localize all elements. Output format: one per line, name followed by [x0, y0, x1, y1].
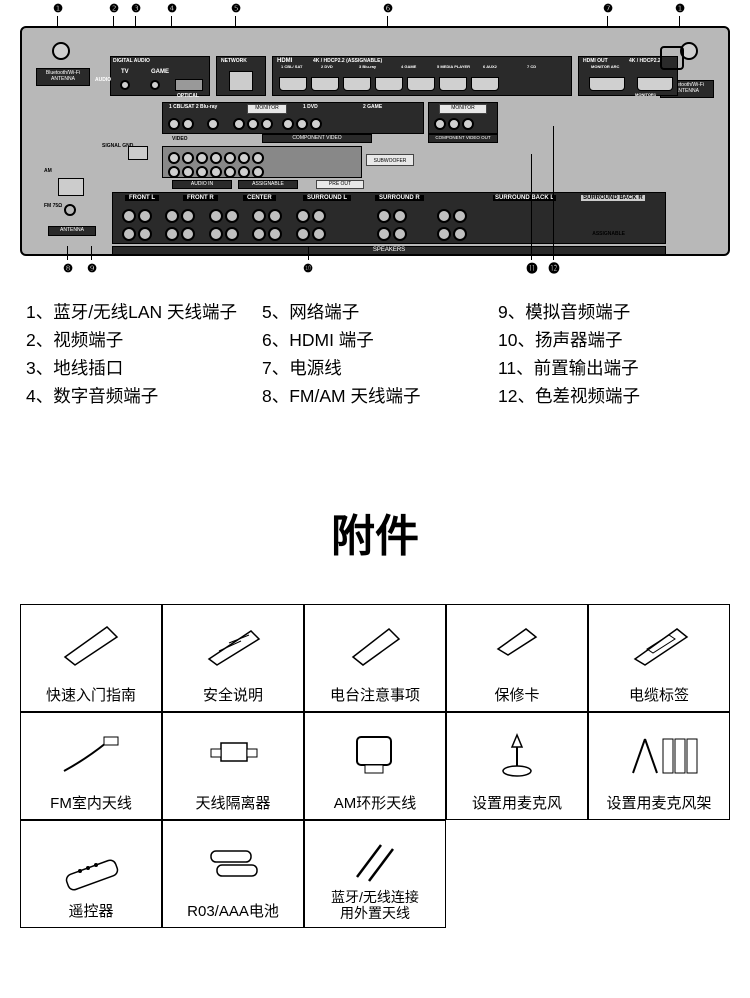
remote-icon: [56, 837, 126, 891]
legend-col-2: 5、网络端子 6、HDMI 端子 7、电源线 8、FM/AM 天线端子: [262, 298, 488, 410]
legend-item: 10、扬声器端子: [498, 326, 724, 354]
legend-col-1: 1、蓝牙/无线LAN 天线端子 2、视频端子 3、地线插口 4、数字音频端子: [26, 298, 252, 410]
legend-item: 11、前置输出端子: [498, 354, 724, 382]
bt-wifi-antenna-left: [52, 42, 70, 60]
microphone-icon: [492, 729, 542, 785]
signal-gnd: SIGNAL GND: [128, 146, 148, 160]
acc-am-loop: AM环形天线: [304, 712, 446, 820]
battery-icon: [201, 837, 265, 881]
callout-5-top: ❺: [228, 0, 244, 16]
callout-2-top: ❷: [106, 0, 122, 16]
callout-8-bot: ❽: [60, 260, 76, 276]
legend-item: 8、FM/AM 天线端子: [262, 382, 488, 410]
acc-fm-antenna: FM室内天线: [20, 712, 162, 820]
legend-item: 4、数字音频端子: [26, 382, 252, 410]
booklet-icon: [201, 621, 265, 667]
acc-antenna-isolator: 天线隔离器: [162, 712, 304, 820]
callout-7-top: ❼: [600, 0, 616, 16]
acc-batteries: R03/AAA电池: [162, 820, 304, 928]
acc-radio-notes: 电台注意事项: [304, 604, 446, 712]
callout-11-bot: ⓫: [524, 260, 540, 276]
accessories-row: FM室内天线 天线隔离器 AM环形天线 设置用麦克风 设置用麦克风架: [20, 712, 730, 820]
legend-item: 12、色差视频端子: [498, 382, 724, 410]
panel-box: Bluetooth/Wi-Fi ANTENNA Bluetooth/Wi-Fi …: [20, 26, 730, 256]
mic-stand-icon: [619, 729, 699, 781]
audio-in-block: [162, 146, 362, 178]
acc-warranty: 保修卡: [446, 604, 588, 712]
acc-remote: 遥控器: [20, 820, 162, 928]
sheet-icon: [343, 621, 407, 667]
callout-9-bot: ❾: [84, 260, 100, 276]
acc-quick-start: 快速入门指南: [20, 604, 162, 712]
adapter-icon: [203, 729, 263, 773]
accessories-row: 快速入门指南 安全说明 电台注意事项 保修卡 电缆标签: [20, 604, 730, 712]
antenna-left-label: Bluetooth/Wi-Fi ANTENNA: [36, 68, 90, 86]
hdmi-block: HDMI 4K / HDCP2.2 (ASSIGNABLE) 1 CBL/ SA…: [272, 56, 572, 96]
legend-item: 5、网络端子: [262, 298, 488, 326]
fm-antenna-icon: [56, 729, 126, 779]
fm-am-block: AM FM 75Ω: [58, 178, 84, 216]
acc-safety: 安全说明: [162, 604, 304, 712]
label-sheet-icon: [627, 621, 691, 667]
legend-item: 3、地线插口: [26, 354, 252, 382]
acc-setup-mic: 设置用麦克风: [446, 712, 588, 820]
callout-12-bot: ⓬: [546, 260, 562, 276]
document-icon: [59, 621, 123, 667]
callout-1-top-r: ❶: [672, 0, 688, 16]
callout-1-top: ❶: [50, 0, 66, 16]
network-block: NETWORK: [216, 56, 266, 96]
rod-antenna-icon: [345, 837, 405, 887]
callout-10-bot: ❿: [300, 260, 316, 276]
acc-ext-antenna: 蓝牙/无线连接 用外置天线: [304, 820, 446, 928]
legend-item: 7、电源线: [262, 354, 488, 382]
legend-item: 2、视频端子: [26, 326, 252, 354]
loop-antenna-icon: [345, 729, 405, 779]
legend-item: 6、HDMI 端子: [262, 326, 488, 354]
accessories-title: 附件: [0, 500, 750, 564]
component-out-block: MONITOR: [428, 102, 498, 134]
card-icon: [492, 621, 542, 661]
legend-item: 1、蓝牙/无线LAN 天线端子: [26, 298, 252, 326]
legend-item: 9、模拟音频端子: [498, 298, 724, 326]
legend-col-3: 9、模拟音频端子 10、扬声器端子 11、前置输出端子 12、色差视频端子: [498, 298, 724, 410]
speakers-block: FRONT L FRONT R CENTER SURROUND L SURROU…: [112, 192, 666, 244]
digital-audio-block: DIGITAL AUDIO TV GAME OPTICAL AUDIO: [110, 56, 210, 96]
callout-legend: 1、蓝牙/无线LAN 天线端子 2、视频端子 3、地线插口 4、数字音频端子 5…: [0, 280, 750, 410]
accessories-grid: 快速入门指南 安全说明 电台注意事项 保修卡 电缆标签 FM室内天线 天线隔离器: [20, 604, 730, 928]
acc-mic-stand: 设置用麦克风架: [588, 712, 730, 820]
acc-cable-labels: 电缆标签: [588, 604, 730, 712]
callout-4-top: ❹: [164, 0, 180, 16]
video-block: 1 CBL/SAT 2 Blu-ray MONITOR 1 DVD 2 GAME: [162, 102, 424, 134]
accessories-row: 遥控器 R03/AAA电池 蓝牙/无线连接 用外置天线: [20, 820, 730, 928]
rear-panel-diagram: ❶ ❷ ❸ ❹ ❺ ❻ ❼ ❶ Bluetooth/Wi-Fi ANTENNA …: [0, 0, 750, 280]
power-cord: [660, 46, 684, 70]
callout-6-top: ❻: [380, 0, 396, 16]
callout-3-top: ❸: [128, 0, 144, 16]
